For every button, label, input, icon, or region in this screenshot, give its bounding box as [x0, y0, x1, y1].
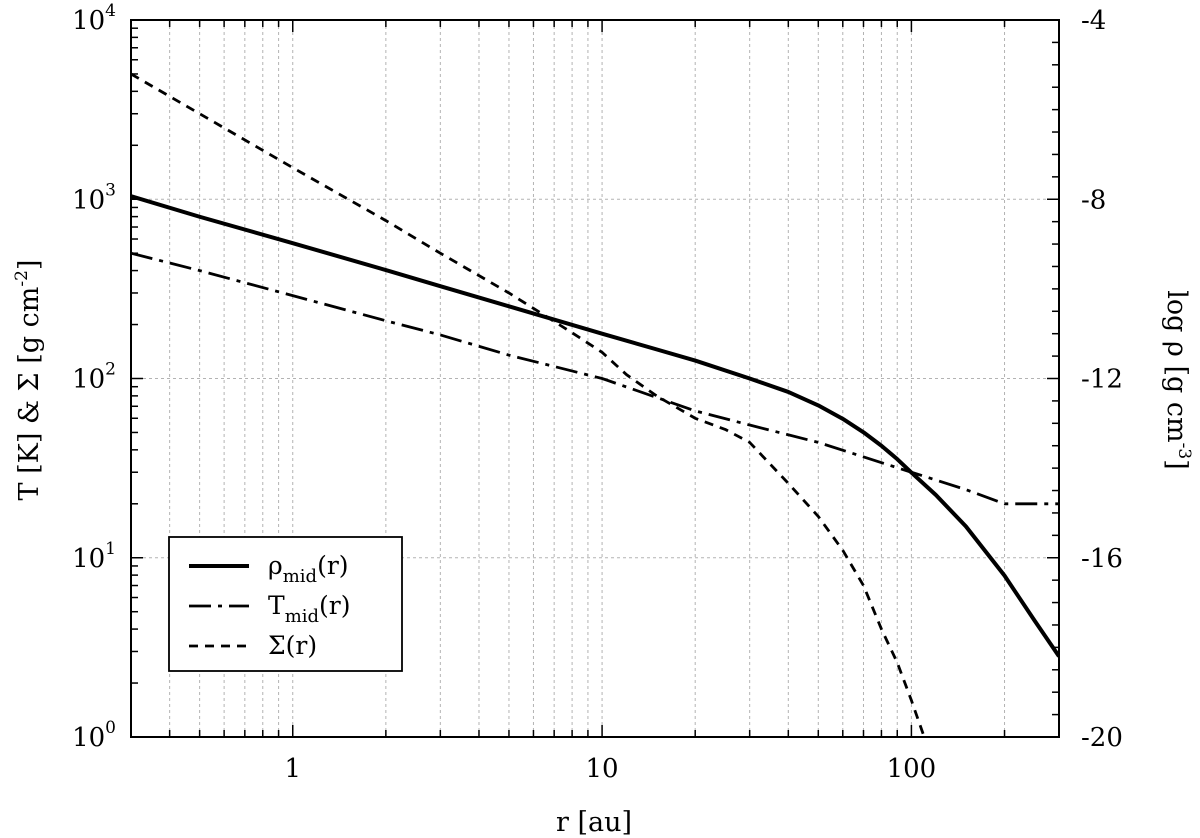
y-right-tick-label: -20: [1081, 723, 1123, 753]
legend-label-2: Σ(r): [268, 631, 317, 660]
x-tick-label: 100: [887, 754, 937, 784]
series-layer: [131, 72, 1059, 737]
legend: ρmid(r) Tmid(r) Σ(r): [168, 536, 403, 672]
major-ticks: [131, 19, 1059, 738]
x-axis-label: r [au]: [556, 807, 632, 838]
minor-ticks: [130, 20, 1059, 737]
y-left-tick-label: 101: [72, 539, 116, 574]
series-line-2: [131, 72, 926, 737]
y-left-tick-label: 102: [72, 360, 116, 395]
y-left-tick-label: 100: [72, 718, 116, 753]
x-tick-label: 10: [586, 754, 619, 784]
y-right-tick-label: -16: [1081, 544, 1123, 574]
series-line-1: [131, 251, 1059, 506]
tick-labels: 1 10 100 100 101 102 103 104 -20 -16 -12 -8 -4: [72, 1, 1123, 784]
y-left-tick-label: 103: [72, 180, 116, 215]
y-left-tick-label: 104: [72, 1, 116, 36]
series-line-0: [131, 194, 1059, 658]
x-tick-label: 1: [284, 754, 301, 784]
y-right-tick-label: -4: [1081, 6, 1106, 36]
legend-label-0: ρmid(r): [268, 551, 349, 587]
grid: [130, 20, 1059, 737]
y-right-tick-label: -8: [1081, 185, 1106, 215]
y-right-axis-label: log ρ [g cm-3]: [1161, 290, 1194, 469]
legend-label-1: Tmid(r): [268, 591, 351, 627]
legend-box: [168, 536, 403, 672]
y-left-axis-label: T [K] & Σ [g cm-2]: [12, 260, 45, 501]
y-right-tick-label: -12: [1081, 365, 1123, 395]
